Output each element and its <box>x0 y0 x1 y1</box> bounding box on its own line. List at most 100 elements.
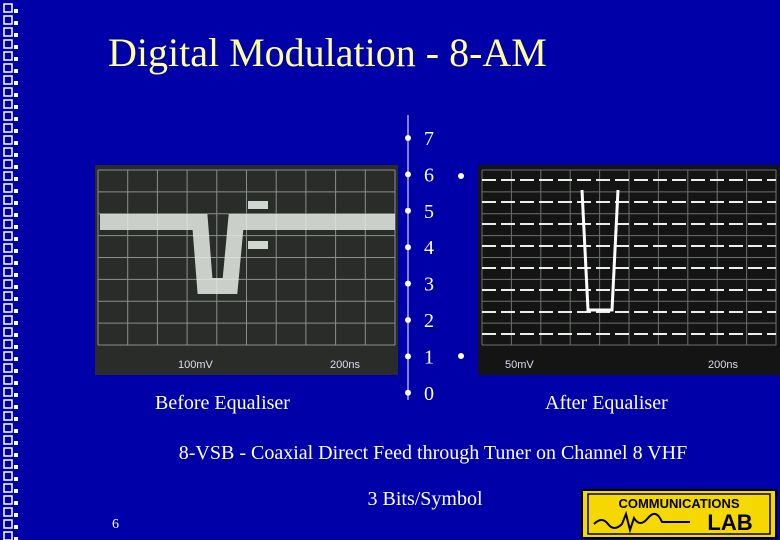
level-label: 2 <box>424 310 434 332</box>
side-square <box>14 21 18 25</box>
side-square <box>3 435 13 445</box>
side-square <box>14 201 18 205</box>
logo-top: COMMUNICATIONS <box>618 496 739 511</box>
side-square <box>3 339 13 349</box>
side-square <box>14 453 18 457</box>
level-dot <box>405 317 411 323</box>
side-square <box>14 105 18 109</box>
side-square <box>14 333 18 337</box>
level-label: 5 <box>424 201 434 223</box>
level-dot <box>405 207 411 214</box>
level-dot <box>405 389 411 396</box>
side-square <box>3 15 13 25</box>
side-square <box>14 537 18 540</box>
side-square <box>14 501 18 505</box>
side-square <box>14 273 18 277</box>
logo-frame <box>587 493 771 535</box>
side-square <box>14 297 18 301</box>
level-label: 4 <box>424 237 434 259</box>
scope-grid <box>481 169 777 346</box>
page-number: 6 <box>112 517 119 532</box>
side-square <box>3 483 13 493</box>
side-square <box>14 489 18 493</box>
logo-bottom: LAB <box>707 510 752 535</box>
bits-per-symbol: 3 Bits/Symbol <box>367 488 482 510</box>
side-square <box>14 405 18 409</box>
slide-title: Digital Modulation - 8-AM <box>108 30 547 75</box>
before-label: Before Equaliser <box>155 392 290 414</box>
level-label: 6 <box>424 164 434 186</box>
level-label: 7 <box>424 128 434 150</box>
level-label: 0 <box>424 383 434 405</box>
scope-trace <box>248 201 268 249</box>
side-square <box>14 93 18 97</box>
side-square <box>14 189 18 193</box>
level-dot <box>458 173 464 179</box>
side-square <box>3 375 13 385</box>
side-square <box>14 129 18 133</box>
side-square <box>3 231 13 241</box>
side-square <box>3 423 13 433</box>
scope-trace <box>100 214 395 294</box>
side-square <box>14 117 18 121</box>
side-square <box>14 177 18 181</box>
side-square <box>14 321 18 325</box>
logo <box>581 489 777 539</box>
level-dot <box>405 353 411 360</box>
side-square <box>3 243 13 253</box>
scope-time: 200ns <box>330 359 360 371</box>
level-label: 1 <box>424 346 434 368</box>
side-square <box>14 33 18 37</box>
side-square <box>3 267 13 277</box>
side-square <box>3 39 13 49</box>
side-square <box>3 111 13 121</box>
side-square <box>3 363 13 373</box>
level-labels: 7 6 5 4 3 2 1 0 <box>405 128 434 405</box>
side-square <box>14 285 18 289</box>
side-square <box>3 327 13 337</box>
side-square <box>14 513 18 517</box>
side-square <box>3 87 13 97</box>
scope-time: 200ns <box>708 359 738 371</box>
side-square <box>14 417 18 421</box>
side-square <box>14 81 18 85</box>
side-square <box>3 123 13 133</box>
side-square <box>3 255 13 265</box>
side-square <box>14 213 18 217</box>
side-square <box>14 249 18 253</box>
side-square <box>14 225 18 229</box>
side-square <box>3 291 13 301</box>
side-square <box>3 315 13 325</box>
side-square <box>3 507 13 517</box>
side-square <box>14 45 18 49</box>
scope-trace <box>482 179 776 335</box>
side-square <box>14 465 18 469</box>
side-square <box>3 75 13 85</box>
level-dot <box>405 171 411 178</box>
subtitle: 8-VSB - Coaxial Direct Feed through Tune… <box>179 442 688 464</box>
side-square <box>14 165 18 169</box>
side-square <box>3 399 13 409</box>
side-square <box>14 57 18 61</box>
side-square <box>14 393 18 397</box>
side-square <box>3 459 13 469</box>
side-square <box>3 447 13 457</box>
side-square <box>3 279 13 289</box>
side-square <box>14 69 18 73</box>
side-square <box>3 351 13 361</box>
level-dot <box>458 353 464 359</box>
side-decoration <box>3 3 18 540</box>
side-square <box>14 357 18 361</box>
side-square <box>14 141 18 145</box>
side-square <box>14 369 18 373</box>
side-square <box>3 219 13 229</box>
side-square <box>3 195 13 205</box>
side-square <box>14 261 18 265</box>
eye-pulse <box>580 189 620 312</box>
side-square <box>3 411 13 421</box>
side-square <box>3 495 13 505</box>
side-square <box>3 207 13 217</box>
side-square <box>3 51 13 61</box>
level-dot <box>405 135 411 141</box>
